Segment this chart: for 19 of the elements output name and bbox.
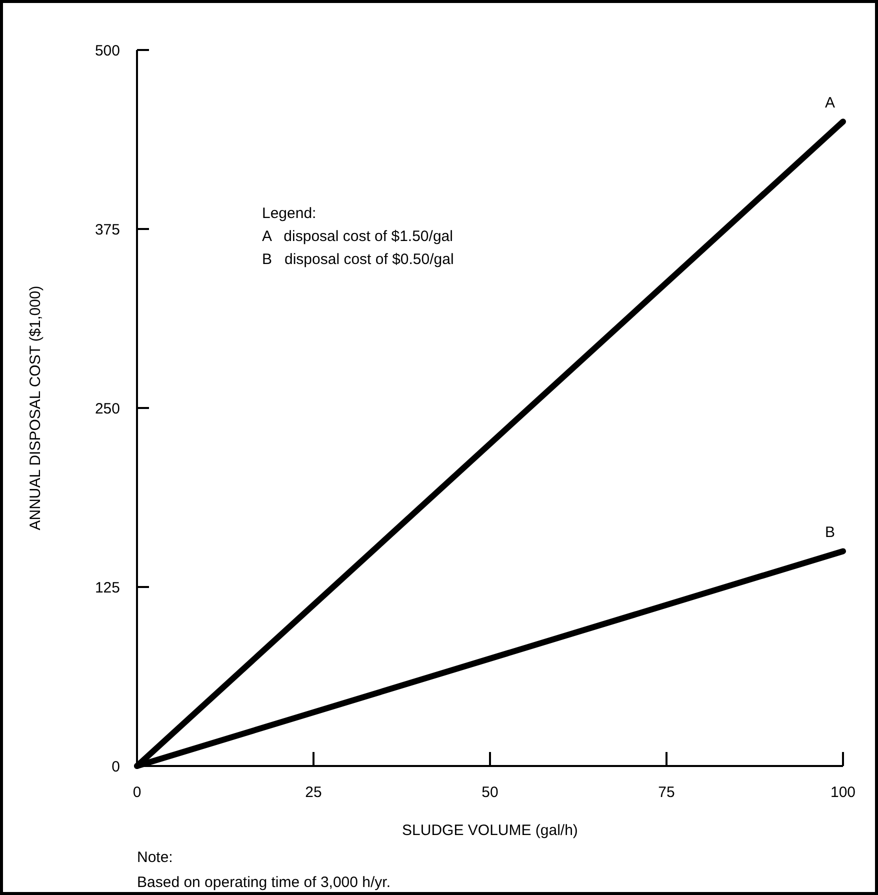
y-tick-label: 500 — [94, 42, 120, 60]
y-tick-label: 125 — [94, 579, 120, 596]
x-axis-title: SLUDGE VOLUME (gal/h) — [402, 822, 578, 839]
y-tick-label: 250 — [94, 400, 120, 418]
y-axis-title: ANNUAL DISPOSAL COST ($1,000) — [27, 286, 44, 530]
x-tick-label: 25 — [305, 784, 322, 801]
text: Based on operating time of 3,000 h/yr. — [137, 874, 390, 891]
y-tick-label: 375 — [94, 221, 120, 238]
series-label: B — [824, 524, 835, 542]
x-tick-label: 75 — [658, 784, 675, 801]
y-tick-label: 0 — [112, 758, 120, 776]
annotation: Legend: — [262, 205, 316, 222]
text: Note: — [137, 849, 173, 866]
annotation: B disposal cost of $0.50/gal — [262, 251, 454, 268]
x-tick-label: 50 — [482, 784, 498, 801]
x-tick-label: 0 — [132, 784, 142, 801]
series-label: A — [824, 94, 835, 112]
annotation: A disposal cost of $1.50/gal — [262, 228, 453, 245]
x-tick-label: 100 — [830, 784, 856, 801]
